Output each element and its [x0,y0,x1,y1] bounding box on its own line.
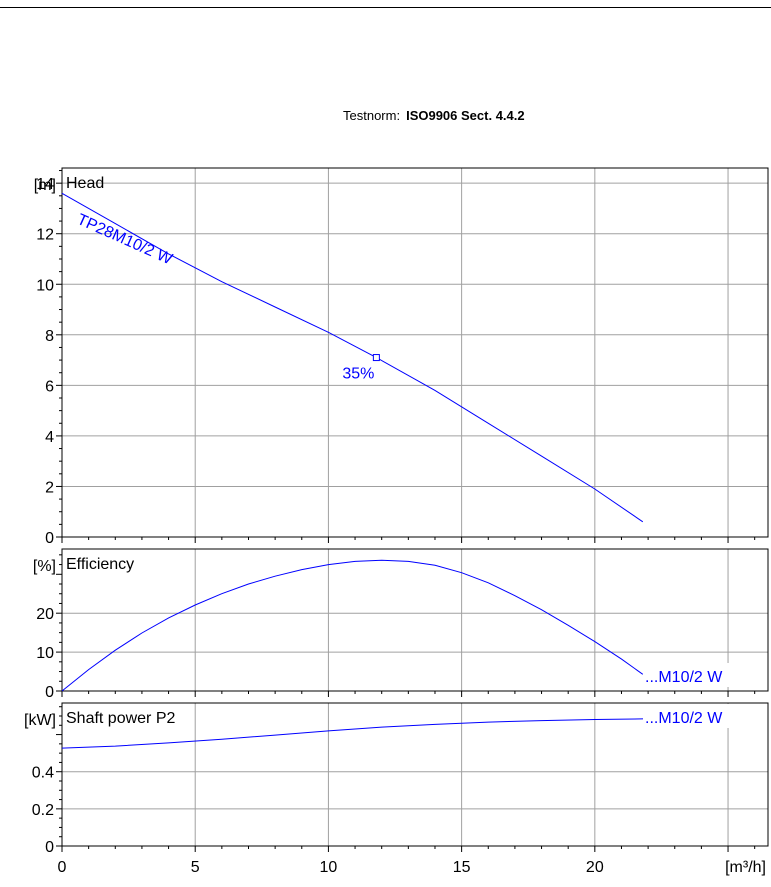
panel1-ytick-label-14: 14 [36,176,54,193]
panel3-xtick-label-15: 15 [453,859,471,876]
panel2-series-line-0 [61,559,644,692]
panel1-ytick-label-10: 10 [36,277,54,294]
panel2-series-name-label: ...M10/2 W [645,669,723,686]
panel1-ytick-label-4: 4 [45,429,54,446]
panel2-ytick-label-20: 20 [36,606,54,623]
panel2-ytick-label-10: 10 [36,645,54,662]
panel1-ytick-label-0: 0 [45,530,54,547]
panel1-duty-point-label: 35% [342,366,374,383]
panel3-xtick-label-5: 5 [191,859,200,876]
testnorm-label: Testnorm: [343,108,401,123]
panel2-ytick-label-0: 0 [45,684,54,701]
panel1-ylabel: [m] [34,177,56,194]
panel3-ylabel: [kW] [24,712,56,729]
panel1-ytick-label-8: 8 [45,328,54,345]
panel3-ytick-label-0.4: 0.4 [32,765,54,782]
panel3-xtick-label-0: 0 [58,859,67,876]
panel1-series-name-label: TP28M10/2 W [74,211,175,268]
panel3-series-name-label: ...M10/2 W [645,710,723,727]
panel2-frame [61,548,769,692]
top-rule [0,7,771,8]
panel3-series-label-bg [643,704,765,728]
panel3-ytick-label-0: 0 [45,839,54,856]
panel1-ytick-label-2: 2 [45,479,54,496]
panel3-ytick-label-0.2: 0.2 [32,802,54,819]
panel3-series-line-0 [61,718,649,749]
panel1-frame [61,167,769,538]
panel1-series-line-0 [61,192,644,523]
panel3-xtick-label-20: 20 [586,859,604,876]
panel3-frame [61,702,769,847]
panel2-title: Efficiency [66,556,134,573]
panel3-title: Shaft power P2 [66,710,176,727]
panel2-ylabel: [%] [33,558,56,575]
panel2-series-label-bg [643,663,765,687]
testnorm-value: ISO9906 Sect. 4.4.2 [406,108,525,123]
panel1-ytick-label-6: 6 [45,378,54,395]
panel3-xlabel: [m³/h] [725,859,766,876]
panel1-duty-point-marker [372,354,380,362]
panel3-xtick-label-10: 10 [320,859,338,876]
panel1-ytick-label-12: 12 [36,227,54,244]
panel1-title: Head [66,175,104,192]
testnorm-caption: Testnorm: ISO9906 Sect. 4.4.2 [343,108,525,123]
